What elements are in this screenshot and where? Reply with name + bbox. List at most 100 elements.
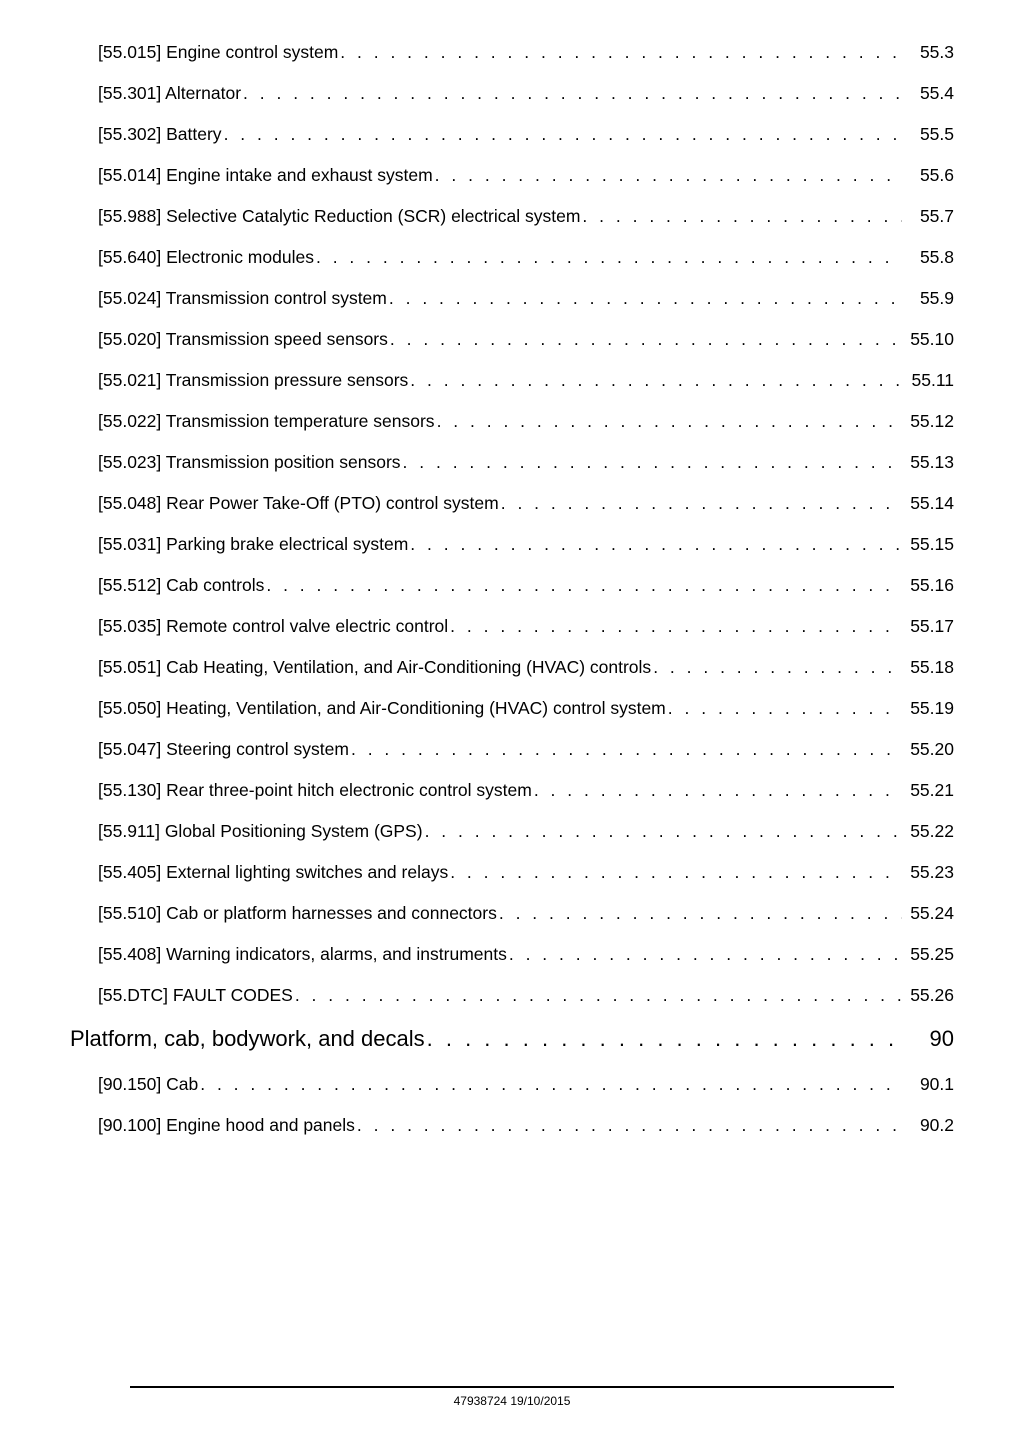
toc-entry-title: [55.035] Remote control valve electric c… — [98, 616, 448, 637]
toc-entry-title: [55.022] Transmission temperature sensor… — [98, 411, 435, 432]
toc-entry-page: 55.8 — [902, 247, 954, 268]
toc-entry-page: 55.16 — [902, 575, 954, 596]
toc-entry-page: 55.25 — [902, 944, 954, 965]
toc-entry-row: [55.512] Cab controls. . . . . . . . . .… — [70, 575, 954, 596]
toc-entry-title: [55.302] Battery — [98, 124, 222, 145]
toc-entry-title: [55.024] Transmission control system — [98, 288, 387, 309]
toc-entry-page: 90.2 — [902, 1115, 954, 1136]
toc-entry-row: [55.DTC] FAULT CODES. . . . . . . . . . … — [70, 985, 954, 1006]
toc-leader-dots: . . . . . . . . . . . . . . . . . . . . … — [355, 1115, 902, 1136]
toc-content: [55.015] Engine control system. . . . . … — [70, 42, 954, 1346]
toc-entry-row: [55.051] Cab Heating, Ventilation, and A… — [70, 657, 954, 678]
footer-docnum: 47938724 — [454, 1394, 507, 1408]
toc-entry-title: [55.DTC] FAULT CODES — [98, 985, 293, 1006]
footer-text: 47938724 19/10/2015 — [70, 1394, 954, 1408]
toc-entry-row: [55.031] Parking brake electrical system… — [70, 534, 954, 555]
table-of-contents: [55.015] Engine control system. . . . . … — [70, 42, 954, 1136]
toc-leader-dots: . . . . . . . . . . . . . . . . . . . . … — [387, 288, 902, 309]
toc-leader-dots: . . . . . . . . . . . . . . . . . . . . … — [349, 739, 902, 760]
toc-entry-row: [55.023] Transmission position sensors. … — [70, 452, 954, 473]
footer-rule — [130, 1386, 894, 1388]
toc-entry-page: 55.22 — [902, 821, 954, 842]
toc-entry-title: [55.911] Global Positioning System (GPS) — [98, 821, 423, 842]
toc-entry-row: [90.150] Cab. . . . . . . . . . . . . . … — [70, 1074, 954, 1095]
toc-entry-row: [55.015] Engine control system. . . . . … — [70, 42, 954, 63]
toc-entry-page: 55.17 — [902, 616, 954, 637]
toc-entry-row: [55.408] Warning indicators, alarms, and… — [70, 944, 954, 965]
toc-entry-title: [55.408] Warning indicators, alarms, and… — [98, 944, 507, 965]
toc-entry-title: [55.988] Selective Catalytic Reduction (… — [98, 206, 580, 227]
toc-entry-page: 55.18 — [902, 657, 954, 678]
toc-entry-title: [90.100] Engine hood and panels — [98, 1115, 355, 1136]
toc-leader-dots: . . . . . . . . . . . . . . . . . . . . … — [423, 821, 902, 842]
toc-leader-dots: . . . . . . . . . . . . . . . . . . . . … — [222, 124, 902, 145]
toc-entry-title: [55.023] Transmission position sensors — [98, 452, 401, 473]
toc-entry-page: 55.10 — [902, 329, 954, 350]
toc-leader-dots: . . . . . . . . . . . . . . . . . . . . … — [314, 247, 902, 268]
toc-leader-dots: . . . . . . . . . . . . . . . . . . . . … — [401, 452, 902, 473]
toc-entry-page: 55.7 — [902, 206, 954, 227]
toc-entry-title: [55.048] Rear Power Take-Off (PTO) contr… — [98, 493, 499, 514]
toc-leader-dots: . . . . . . . . . . . . . . . . . . . . … — [338, 42, 902, 63]
toc-leader-dots: . . . . . . . . . . . . . . . . . . . . … — [532, 780, 902, 801]
toc-entry-page: 55.20 — [902, 739, 954, 760]
toc-entry-row: [55.022] Transmission temperature sensor… — [70, 411, 954, 432]
toc-entry-row: [55.510] Cab or platform harnesses and c… — [70, 903, 954, 924]
toc-entry-page: 55.6 — [902, 165, 954, 186]
toc-entry-title: [55.014] Engine intake and exhaust syste… — [98, 165, 433, 186]
toc-entry-row: [55.035] Remote control valve electric c… — [70, 616, 954, 637]
toc-entry-title: [55.510] Cab or platform harnesses and c… — [98, 903, 497, 924]
toc-entry-title: [55.031] Parking brake electrical system — [98, 534, 408, 555]
toc-leader-dots: . . . . . . . . . . . . . . . . . . . . … — [408, 370, 902, 391]
toc-entry-title: [55.301] Alternator — [98, 83, 241, 104]
toc-entry-title: [55.130] Rear three-point hitch electron… — [98, 780, 532, 801]
page-footer: 47938724 19/10/2015 — [70, 1386, 954, 1408]
toc-leader-dots: . . . . . . . . . . . . . . . . . . . . … — [448, 862, 902, 883]
toc-entry-row: [55.024] Transmission control system. . … — [70, 288, 954, 309]
toc-leader-dots: . . . . . . . . . . . . . . . . . . . . … — [264, 575, 902, 596]
toc-entry-row: [90.100] Engine hood and panels. . . . .… — [70, 1115, 954, 1136]
toc-entry-page: 55.24 — [902, 903, 954, 924]
toc-entry-row: [55.021] Transmission pressure sensors. … — [70, 370, 954, 391]
toc-entry-page: 90.1 — [902, 1074, 954, 1095]
toc-section-row: Platform, cab, bodywork, and decals. . .… — [70, 1026, 954, 1052]
toc-entry-title: [55.405] External lighting switches and … — [98, 862, 448, 883]
toc-leader-dots: . . . . . . . . . . . . . . . . . . . . … — [198, 1074, 902, 1095]
toc-leader-dots: . . . . . . . . . . . . . . . . . . . . … — [497, 903, 902, 924]
toc-leader-dots: . . . . . . . . . . . . . . . . . . . . … — [499, 493, 902, 514]
toc-entry-page: 55.4 — [902, 83, 954, 104]
toc-entry-title: Platform, cab, bodywork, and decals — [70, 1026, 425, 1052]
toc-leader-dots: . . . . . . . . . . . . . . . . . . . . … — [507, 944, 902, 965]
toc-leader-dots: . . . . . . . . . . . . . . . . . . . . … — [651, 657, 902, 678]
toc-leader-dots: . . . . . . . . . . . . . . . . . . . . … — [388, 329, 902, 350]
toc-entry-row: [55.302] Battery. . . . . . . . . . . . … — [70, 124, 954, 145]
toc-entry-title: [55.020] Transmission speed sensors — [98, 329, 388, 350]
toc-entry-page: 55.21 — [902, 780, 954, 801]
toc-entry-row: [55.020] Transmission speed sensors. . .… — [70, 329, 954, 350]
toc-entry-row: [55.047] Steering control system. . . . … — [70, 739, 954, 760]
toc-entry-title: [55.512] Cab controls — [98, 575, 264, 596]
toc-entry-title: [55.640] Electronic modules — [98, 247, 314, 268]
toc-entry-page: 55.23 — [902, 862, 954, 883]
toc-entry-page: 55.14 — [902, 493, 954, 514]
toc-leader-dots: . . . . . . . . . . . . . . . . . . . . … — [580, 206, 902, 227]
toc-entry-row: [55.130] Rear three-point hitch electron… — [70, 780, 954, 801]
toc-entry-title: [55.021] Transmission pressure sensors — [98, 370, 408, 391]
toc-entry-title: [55.050] Heating, Ventilation, and Air-C… — [98, 698, 666, 719]
toc-entry-row: [55.014] Engine intake and exhaust syste… — [70, 165, 954, 186]
toc-entry-row: [55.640] Electronic modules. . . . . . .… — [70, 247, 954, 268]
toc-leader-dots: . . . . . . . . . . . . . . . . . . . . … — [408, 534, 902, 555]
toc-leader-dots: . . . . . . . . . . . . . . . . . . . . … — [433, 165, 902, 186]
toc-leader-dots: . . . . . . . . . . . . . . . . . . . . … — [241, 83, 902, 104]
document-page: [55.015] Engine control system. . . . . … — [0, 0, 1024, 1448]
toc-entry-page: 55.12 — [902, 411, 954, 432]
toc-leader-dots: . . . . . . . . . . . . . . . . . . . . … — [425, 1026, 902, 1052]
toc-leader-dots: . . . . . . . . . . . . . . . . . . . . … — [666, 698, 902, 719]
toc-entry-page: 55.3 — [902, 42, 954, 63]
toc-entry-row: [55.301] Alternator. . . . . . . . . . .… — [70, 83, 954, 104]
toc-entry-row: [55.050] Heating, Ventilation, and Air-C… — [70, 698, 954, 719]
toc-entry-page: 55.19 — [902, 698, 954, 719]
toc-leader-dots: . . . . . . . . . . . . . . . . . . . . … — [448, 616, 902, 637]
toc-entry-page: 55.9 — [902, 288, 954, 309]
toc-entry-page: 55.11 — [902, 370, 954, 391]
